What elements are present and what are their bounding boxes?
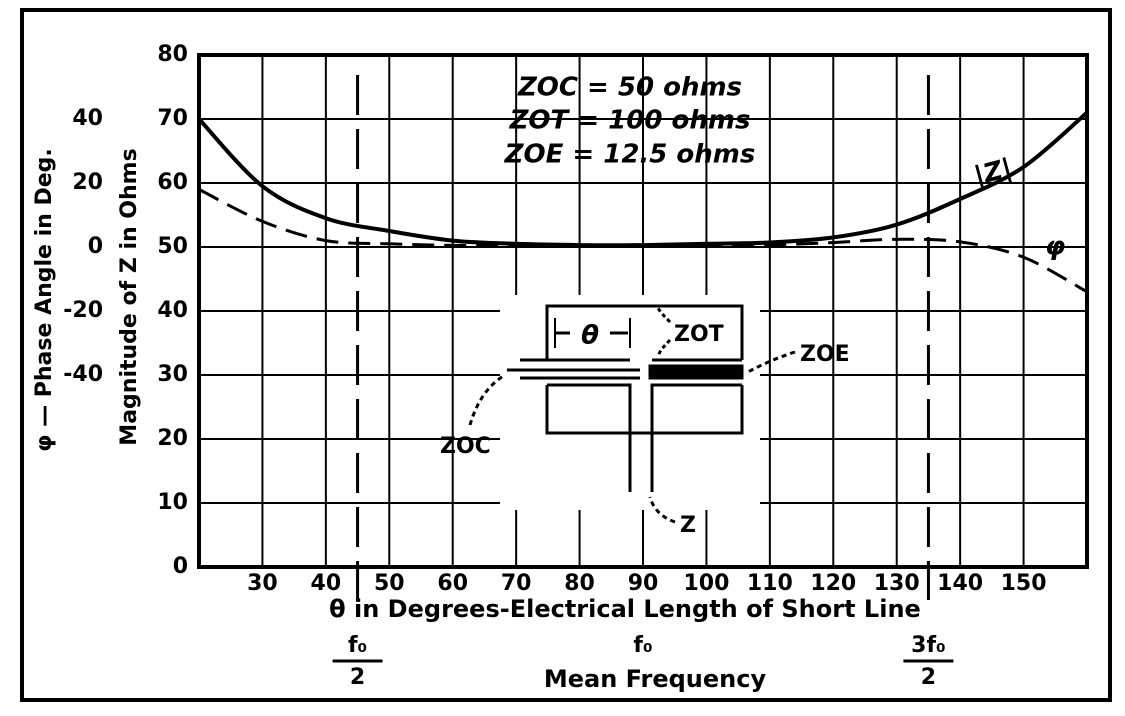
top-box (545, 304, 744, 360)
frequency-marker: 2 (921, 665, 936, 690)
inset-label: ZOC (440, 434, 491, 459)
line (547, 383, 632, 492)
y2-tick-label: -20 (63, 298, 103, 323)
outer-frame (20, 8, 1112, 702)
y2-axis-label: φ — Phase Angle in Deg. (32, 148, 57, 452)
x-tick-label: 70 (501, 571, 532, 596)
frequency-marker: f₀ (348, 633, 367, 658)
series-line (198, 188, 1088, 294)
arrow (747, 350, 796, 374)
x-tick-label: 100 (683, 571, 729, 596)
inset-label: ZOE (800, 342, 850, 367)
series-label: φ (1045, 232, 1065, 262)
x-tick-label: 130 (874, 571, 920, 596)
y2-tick-label: -40 (63, 362, 103, 387)
y-tick-label: 60 (157, 170, 188, 195)
arrow (468, 373, 506, 426)
bottom-box (545, 385, 744, 435)
x-tick-label: 140 (937, 571, 983, 596)
x-tick-label: 150 (1001, 571, 1047, 596)
annotation: ZOC = 50 ohms (517, 73, 742, 103)
inset-diagram (468, 295, 796, 524)
frequency-marker: 3f₀ (911, 633, 946, 658)
plot-area (197, 53, 1089, 569)
y-tick-label: 70 (157, 106, 188, 131)
y2-tick-label: 0 (88, 234, 103, 259)
y-tick-label: 50 (157, 234, 188, 259)
y-tick-label: 20 (157, 426, 188, 451)
y-tick-label: 10 (157, 490, 188, 515)
inset-label: θ (581, 321, 599, 351)
x-tick-label: 40 (311, 571, 342, 596)
y-tick-label: 0 (173, 554, 188, 579)
inset-label: Z (680, 513, 696, 538)
y-tick-label: 80 (157, 42, 188, 67)
line (650, 383, 742, 492)
y-axis-label: Magnitude of Z in Ohms (117, 148, 142, 445)
arrow (656, 338, 672, 357)
x-tick-label: 60 (437, 571, 468, 596)
frequency-label: Mean Frequency (544, 665, 767, 693)
x-tick-label: 50 (374, 571, 405, 596)
frequency-marker: 2 (350, 665, 365, 690)
line-thick (648, 364, 744, 380)
x-tick-label: 30 (247, 571, 278, 596)
arrow (656, 307, 672, 324)
x-axis-label: θ in Degrees-Electrical Length of Short … (329, 595, 921, 623)
annotation: ZOT = 100 ohms (509, 106, 751, 136)
x-tick-label: 120 (810, 571, 856, 596)
x-tick-label: 110 (747, 571, 793, 596)
x-tick-label: 80 (564, 571, 595, 596)
y-tick-label: 40 (157, 298, 188, 323)
inset-label: ZOT (674, 322, 724, 347)
y-tick-label: 30 (157, 362, 188, 387)
y2-tick-label: 40 (72, 106, 103, 131)
y2-tick-label: 20 (72, 170, 103, 195)
arrow (648, 496, 676, 524)
series-label: |Z| (971, 153, 1015, 192)
frequency-marker: f₀ (633, 633, 652, 658)
x-tick-label: 90 (628, 571, 659, 596)
plot-frame (197, 53, 1089, 569)
annotation: ZOE = 12.5 ohms (504, 140, 756, 170)
